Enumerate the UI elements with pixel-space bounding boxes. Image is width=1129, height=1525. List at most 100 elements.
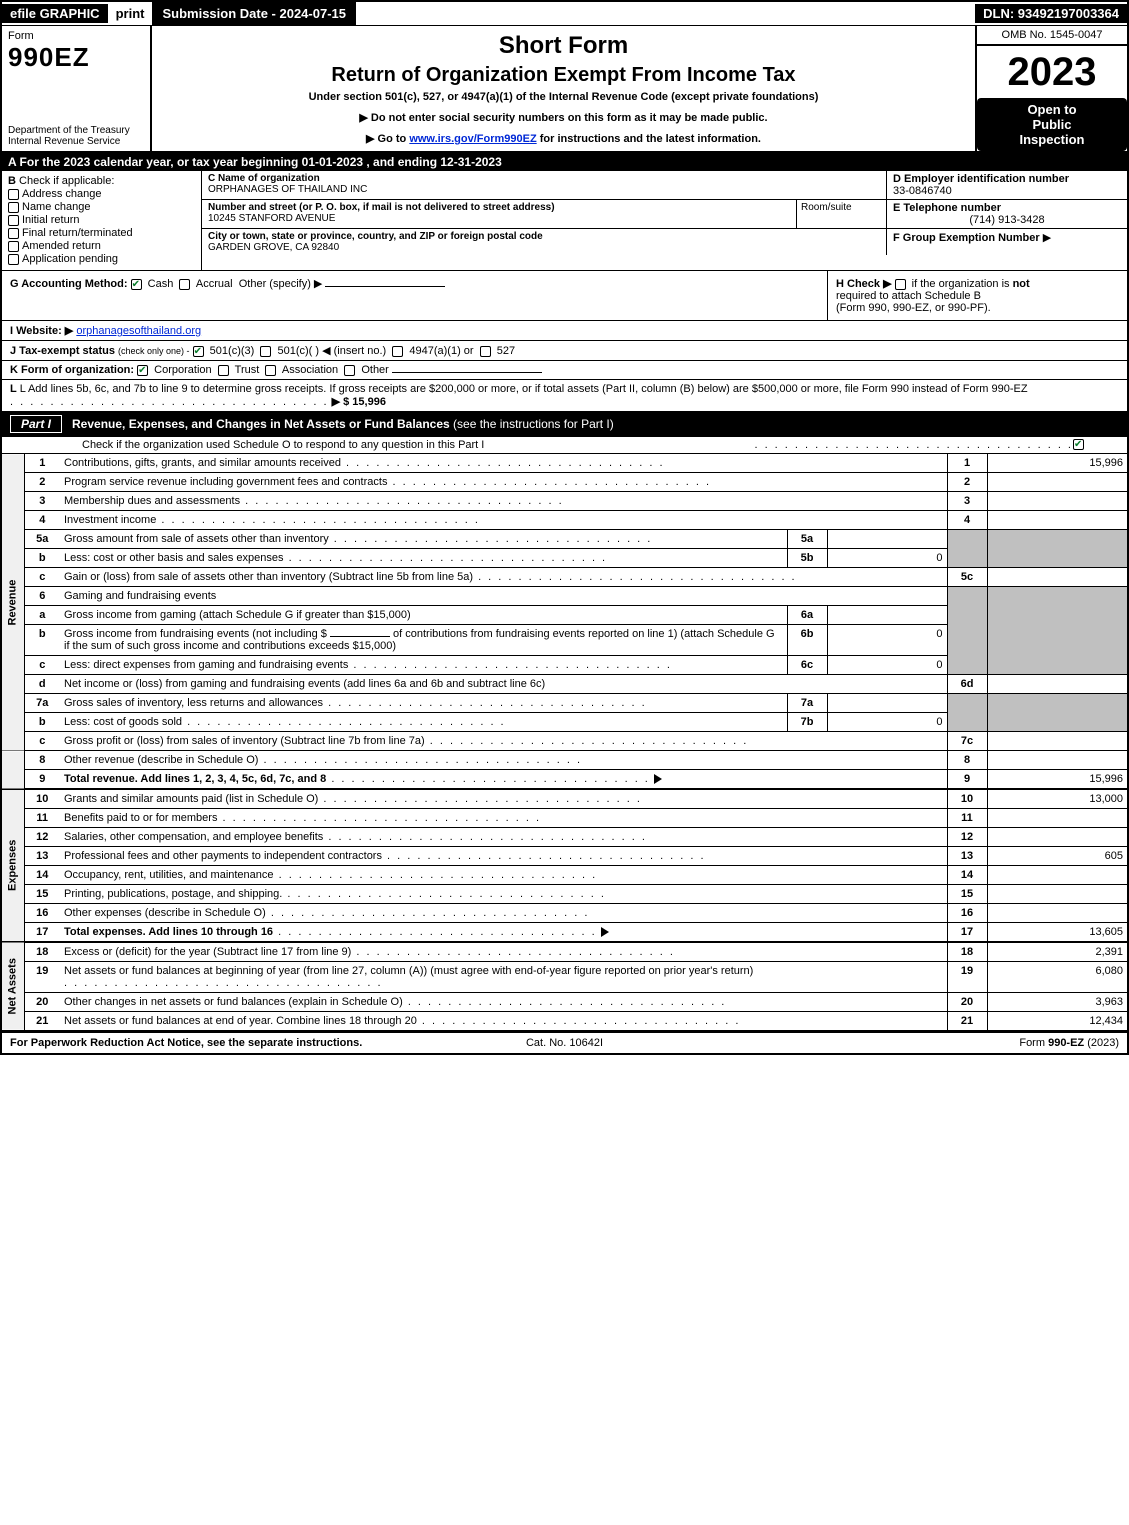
footer-right-post: (2023) <box>1087 1037 1119 1049</box>
footer-left: For Paperwork Reduction Act Notice, see … <box>10 1037 380 1049</box>
print-button[interactable]: print <box>108 4 153 23</box>
l12-box: 12 <box>947 828 987 847</box>
grey-5 <box>947 530 987 568</box>
l3-val <box>987 492 1127 511</box>
j-sub: (check only one) - <box>118 346 190 356</box>
l20-box: 20 <box>947 993 987 1012</box>
chk-accrual[interactable] <box>179 279 190 290</box>
l7b-sub: 7b <box>787 713 827 732</box>
l11-box: 11 <box>947 809 987 828</box>
l6a-desc: Gross income from gaming (attach Schedul… <box>64 609 411 621</box>
chk-corporation[interactable] <box>137 365 148 376</box>
dots <box>387 476 711 488</box>
section-i: I Website: ▶ orphanagesofthailand.org <box>2 321 1127 341</box>
chk-schedule-o[interactable] <box>1073 439 1084 450</box>
dots <box>323 697 647 709</box>
vside-expenses: Expenses <box>2 789 24 942</box>
vside-revenue: Revenue <box>2 454 24 751</box>
l6b-sub: 6b <box>787 625 827 656</box>
grey-7 <box>947 694 987 732</box>
l14-num: 14 <box>24 866 60 885</box>
vside-netassets: Net Assets <box>2 942 24 1031</box>
chk-association[interactable] <box>265 365 276 376</box>
city: GARDEN GROVE, CA 92840 <box>208 242 880 253</box>
chk-501c[interactable] <box>260 346 271 357</box>
l7a-subval <box>827 694 947 713</box>
part1-check-row: Check if the organization used Schedule … <box>2 437 1127 454</box>
l21-desc: Net assets or fund balances at end of ye… <box>64 1015 417 1027</box>
website-link[interactable]: orphanagesofthailand.org <box>76 325 201 337</box>
l21-num: 21 <box>24 1012 60 1031</box>
l18-val: 2,391 <box>987 942 1127 962</box>
dept2: Internal Revenue Service <box>8 136 120 147</box>
phone: (714) 913-3428 <box>893 214 1121 226</box>
footer-mid: Cat. No. 10642I <box>380 1037 750 1049</box>
dept1: Department of the Treasury <box>8 125 130 136</box>
chk-final-return[interactable] <box>8 228 19 239</box>
l7a-num: 7a <box>24 694 60 713</box>
dots <box>258 754 582 766</box>
lbl-527: 527 <box>497 345 515 357</box>
other-org-line[interactable] <box>392 372 542 373</box>
l7a-desc: Gross sales of inventory, less returns a… <box>64 697 323 709</box>
chk-527[interactable] <box>480 346 491 357</box>
l4-val <box>987 511 1127 530</box>
line-a: A For the 2023 calendar year, or tax yea… <box>2 153 1127 171</box>
lbl-initial-return: Initial return <box>22 214 79 226</box>
dots <box>403 996 727 1008</box>
l7c-desc: Gross profit or (loss) from sales of inv… <box>64 735 425 747</box>
section-h: H Check ▶ if the organization is not req… <box>827 271 1127 320</box>
chk-501c3[interactable] <box>193 346 204 357</box>
chk-initial-return[interactable] <box>8 215 19 226</box>
l2-box: 2 <box>947 473 987 492</box>
dots <box>182 716 506 728</box>
l7b-num: b <box>24 713 60 732</box>
chk-trust[interactable] <box>218 365 229 376</box>
omb-number: OMB No. 1545-0047 <box>977 26 1127 46</box>
chk-amended[interactable] <box>8 241 19 252</box>
l5b-subval: 0 <box>827 549 947 568</box>
l8-box: 8 <box>947 751 987 770</box>
g-label: G Accounting Method: <box>10 278 128 290</box>
l6b-desc1: Gross income from fundraising events (no… <box>64 628 327 640</box>
form-word: Form <box>8 30 144 42</box>
l19-val: 6,080 <box>987 962 1127 993</box>
l1-box: 1 <box>947 454 987 473</box>
chk-schedule-b[interactable] <box>895 279 906 290</box>
l17-val: 13,605 <box>987 923 1127 943</box>
section-c-street: Number and street (or P. O. box, if mail… <box>202 200 797 229</box>
e-label: E Telephone number <box>893 202 1121 214</box>
dots <box>217 812 541 824</box>
c-label: C Name of organization <box>208 173 880 184</box>
dots <box>282 888 606 900</box>
l14-val <box>987 866 1127 885</box>
irs-link[interactable]: www.irs.gov/Form990EZ <box>409 133 536 145</box>
chk-4947[interactable] <box>392 346 403 357</box>
l11-num: 11 <box>24 809 60 828</box>
d-label: D Employer identification number <box>893 173 1121 185</box>
l6-desc: Gaming and fundraising events <box>64 590 216 602</box>
dots <box>323 831 647 843</box>
other-specify-line[interactable] <box>325 286 445 287</box>
chk-address-change[interactable] <box>8 189 19 200</box>
l3-desc: Membership dues and assessments <box>64 495 240 507</box>
l17-box: 17 <box>947 923 987 943</box>
l15-box: 15 <box>947 885 987 904</box>
ein: 33-0846740 <box>893 185 1121 197</box>
lbl-501c3: 501(c)(3) <box>210 345 255 357</box>
chk-other-org[interactable] <box>344 365 355 376</box>
l5c-num: c <box>24 568 60 587</box>
chk-app-pending[interactable] <box>8 254 19 265</box>
l9-box: 9 <box>947 770 987 790</box>
dots <box>318 793 642 805</box>
section-f: F Group Exemption Number ▶ <box>887 229 1127 255</box>
chk-name-change[interactable] <box>8 202 19 213</box>
dept-treasury: Department of the Treasury Internal Reve… <box>8 125 144 147</box>
l20-val: 3,963 <box>987 993 1127 1012</box>
l8-val <box>987 751 1127 770</box>
l9-val: 15,996 <box>987 770 1127 790</box>
l6d-box: 6d <box>947 675 987 694</box>
l2-desc: Program service revenue including govern… <box>64 476 387 488</box>
chk-cash[interactable] <box>131 279 142 290</box>
l2-num: 2 <box>24 473 60 492</box>
